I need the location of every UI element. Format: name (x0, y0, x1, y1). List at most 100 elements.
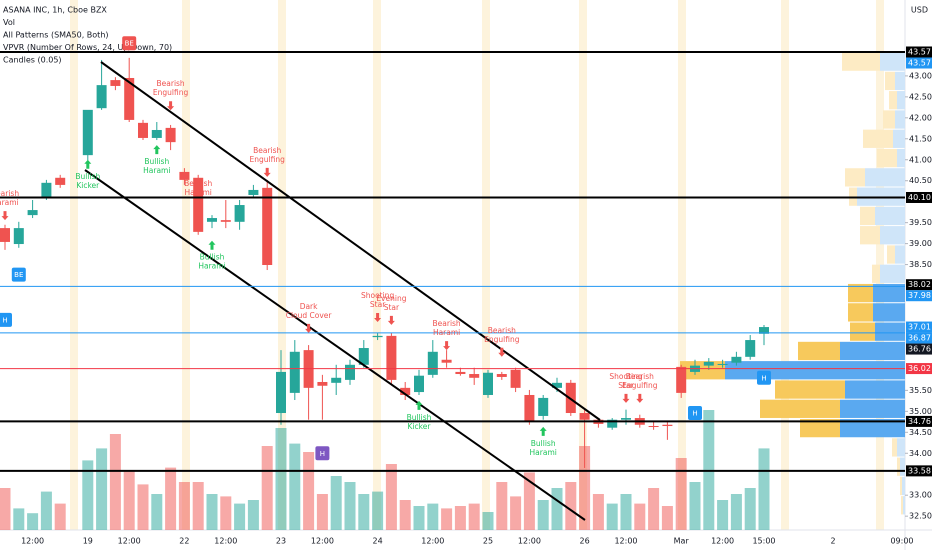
profile-down (885, 71, 895, 91)
pattern-label: Engulfing (153, 88, 189, 97)
profile-down (901, 496, 903, 515)
legend-item: All Patterns (SMA50, Both) (3, 31, 109, 40)
volume-bar (454, 506, 466, 530)
volume-bar (358, 494, 370, 530)
price-tag (906, 191, 932, 203)
pattern-label: Bullish (75, 172, 100, 181)
profile-up (893, 129, 905, 148)
badge-label: BE (125, 40, 134, 48)
price-tag-label: 43.57 (908, 47, 931, 56)
pattern-label: Harami (433, 328, 460, 337)
candle-body (248, 189, 259, 195)
price-tag (906, 363, 932, 375)
pattern-arrow (636, 393, 644, 403)
volume-bar (220, 496, 232, 530)
x-tick-label: 09:00 (890, 537, 913, 546)
profile-down (860, 226, 880, 245)
volume-bar (109, 434, 121, 530)
pattern-label: Bullish (144, 157, 169, 166)
candle-body (717, 363, 728, 365)
profile-up (897, 148, 905, 168)
volume-bar (206, 494, 218, 530)
volume-bar (13, 508, 25, 530)
candle-body (110, 80, 121, 86)
candle-body (179, 171, 190, 180)
pattern-label: Harami (185, 188, 212, 197)
x-tick-label: 12:00 (21, 537, 44, 546)
candle-body (317, 381, 328, 386)
candle-body (745, 340, 756, 357)
volume-bar (496, 482, 508, 530)
y-tick-label: 39.50 (909, 218, 932, 227)
pattern-label: Harami (198, 262, 225, 271)
pattern-arrow (374, 312, 382, 322)
badge-label: H (320, 450, 325, 458)
price-tag (906, 57, 932, 69)
candle-body (538, 397, 549, 416)
pattern-label: Star (618, 381, 634, 390)
profile-up (895, 245, 905, 264)
volume-bar (151, 494, 163, 530)
volume-bar (413, 506, 425, 530)
price-tag-label: 36.02 (908, 364, 931, 373)
candle-body (648, 426, 659, 428)
x-tick-label: 24 (373, 537, 383, 546)
profile-up (875, 206, 905, 226)
y-tick-label: 32.50 (909, 512, 932, 521)
volume-bar (758, 448, 770, 530)
trend-line (100, 61, 601, 421)
pattern-label: Kicker (408, 422, 432, 431)
price-tag-label: 43.57 (908, 58, 931, 67)
pattern-label: Bearish (433, 319, 461, 328)
y-tick-label: 39.00 (909, 239, 932, 248)
profile-up (900, 457, 905, 476)
badge-label: BE (14, 271, 23, 279)
candle-body (469, 374, 480, 378)
profile-down (845, 168, 865, 187)
profile-up (845, 380, 905, 399)
pattern-label: Bullish (200, 253, 225, 262)
x-tick-label: 12:00 (614, 537, 637, 546)
pattern-label: Bearish (157, 79, 185, 88)
profile-down (760, 399, 840, 418)
price-tag-label: 36.76 (908, 345, 931, 354)
volume-bar (316, 494, 328, 530)
profile-down (897, 457, 900, 476)
pattern-label: Bearish (184, 179, 212, 188)
y-tick-label: 42.00 (909, 113, 932, 122)
profile-up (880, 226, 905, 245)
price-tag (906, 415, 932, 427)
candle-body (165, 127, 176, 143)
x-tick-label: 12:00 (421, 537, 444, 546)
legend-item: ASANA INC, 1h, Cboe BZX (3, 6, 107, 15)
pattern-arrow (305, 323, 313, 333)
badge-label: H (692, 410, 697, 418)
stripe (678, 0, 686, 530)
pattern-arrow (167, 101, 175, 111)
candle-body (621, 418, 631, 420)
candle-body (96, 85, 107, 109)
candle-body (731, 356, 742, 363)
price-tag (906, 46, 932, 58)
stripe (278, 0, 286, 530)
price-tag-label: 37.01 (908, 323, 931, 332)
volume-bar (289, 443, 301, 530)
profile-down (900, 476, 902, 496)
stripe (781, 0, 789, 530)
candle-body (13, 228, 24, 245)
volume-bar (178, 482, 190, 530)
candle-body (414, 375, 424, 393)
volume-bar (247, 500, 259, 530)
trend-line (84, 169, 586, 521)
volume-bar (510, 496, 522, 530)
y-tick-label: 33.00 (909, 491, 932, 500)
badge-label: H (2, 316, 7, 324)
pattern-label: Bullish (531, 439, 556, 448)
volume-bar (137, 484, 149, 530)
pattern-label: Evening (376, 294, 406, 303)
volume-bar (427, 503, 439, 530)
profile-down (850, 322, 875, 341)
price-tag-label: 37.98 (908, 291, 931, 300)
pattern-label: Bearish (0, 189, 19, 198)
badge (122, 36, 137, 51)
